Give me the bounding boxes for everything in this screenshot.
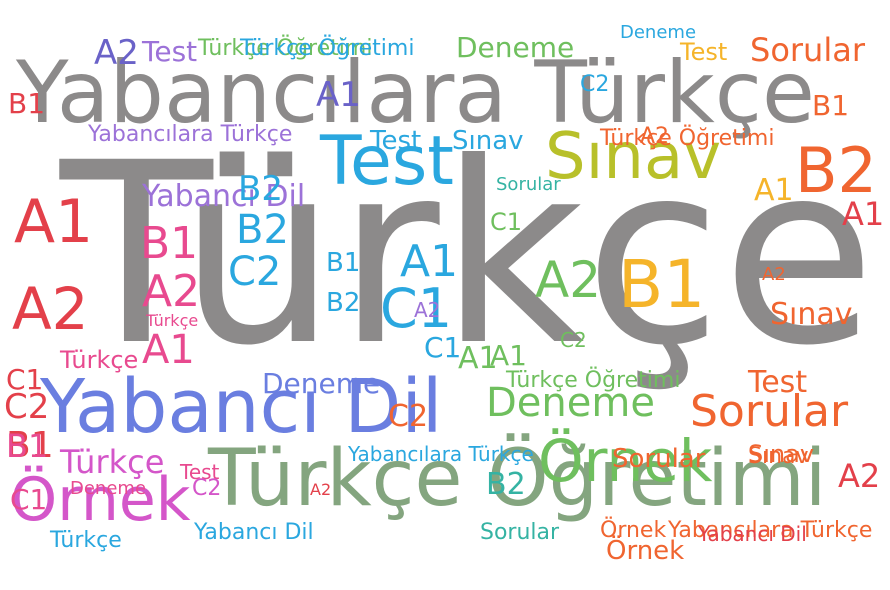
cloud-word: A2	[310, 480, 332, 499]
cloud-word: Sorular	[690, 386, 849, 437]
cloud-word: Örnek	[10, 465, 191, 535]
cloud-word: Yabancı Dil	[698, 522, 807, 546]
cloud-word: Sınav	[452, 126, 524, 156]
cloud-word: C2	[560, 328, 587, 352]
cloud-word: B1	[6, 425, 54, 466]
cloud-word: B2	[238, 169, 283, 209]
cloud-word: B1	[140, 218, 199, 269]
cloud-word: C2	[388, 399, 429, 434]
cloud-word: Deneme	[70, 478, 147, 499]
cloud-word: Türkçe	[146, 311, 199, 330]
cloud-word: Türkçe Öğretimi	[208, 434, 827, 524]
cloud-word: Sınav	[748, 440, 815, 468]
cloud-word: Türkçe	[50, 528, 122, 553]
cloud-word: Yabancılara Türkçe	[348, 442, 534, 466]
cloud-word: A2	[142, 266, 201, 317]
cloud-word: Yabancılara Türkçe	[88, 122, 293, 147]
cloud-word: C2	[228, 249, 282, 295]
cloud-word: C2	[580, 72, 610, 97]
cloud-word: Sınav	[545, 120, 722, 194]
cloud-word: Türkçe Öğretimi	[198, 36, 373, 61]
cloud-word: A1	[842, 195, 885, 233]
cloud-word: Test	[320, 122, 454, 201]
cloud-word: Sınav	[748, 444, 809, 469]
cloud-word: C2	[192, 476, 222, 501]
cloud-word: Türkçe Öğretimi	[506, 368, 681, 393]
cloud-word: A2	[12, 275, 89, 343]
cloud-word: Yabancı Dil	[40, 364, 443, 450]
cloud-word: A1	[316, 75, 361, 115]
cloud-word: C1	[10, 483, 48, 516]
cloud-word: Test	[142, 35, 198, 68]
cloud-word: Deneme	[486, 380, 655, 426]
cloud-word: A1	[14, 187, 94, 257]
cloud-word: Yabancılara Türkçe	[668, 518, 873, 543]
cloud-word: Türkçe Öğretimi	[240, 36, 415, 61]
cloud-word: Yabancılara Türkçe	[16, 43, 815, 143]
cloud-word: A1	[400, 236, 459, 287]
cloud-word: Yabancı Dil	[142, 179, 306, 214]
cloud-word: B1	[6, 427, 49, 465]
cloud-word: B2	[326, 288, 361, 318]
cloud-word: A2	[535, 251, 602, 309]
cloud-word: A1	[142, 327, 195, 373]
cloud-word: C1	[6, 363, 44, 396]
cloud-word: Türkçe Öğretimi	[600, 126, 775, 151]
cloud-word: A1	[490, 339, 527, 372]
cloud-word: Türkçe	[60, 346, 139, 374]
cloud-word: Sorular	[612, 444, 706, 474]
cloud-word: A2	[94, 33, 139, 73]
cloud-word: Deneme	[620, 22, 697, 43]
cloud-word: A2	[762, 264, 786, 285]
cloud-word: B2	[236, 207, 289, 253]
cloud-word: B1	[326, 248, 361, 278]
cloud-word: Test	[680, 38, 728, 66]
cloud-word: B2	[795, 134, 877, 207]
cloud-word: A2	[838, 457, 881, 495]
cloud-word: Sınav	[770, 297, 853, 332]
cloud-word: A2	[414, 298, 441, 322]
cloud-word: Türkçe	[60, 443, 165, 481]
cloud-word: A1	[754, 173, 794, 208]
cloud-word: Örnek	[600, 518, 667, 543]
cloud-word: Deneme	[262, 367, 381, 400]
cloud-word: Sorular	[480, 520, 560, 545]
cloud-word: Örnek	[606, 536, 685, 566]
cloud-word: A2	[640, 124, 670, 149]
cloud-word: C1	[424, 331, 462, 364]
cloud-word: Örnek	[538, 427, 713, 495]
cloud-word: B1	[618, 246, 706, 323]
cloud-word: C1	[490, 208, 523, 236]
cloud-word: Test	[748, 365, 808, 400]
cloud-word: Test	[180, 460, 220, 484]
cloud-word: Sorular	[496, 174, 561, 195]
cloud-word: Yabancı Dil	[194, 520, 314, 545]
cloud-word: Sorular	[750, 31, 865, 69]
cloud-word: Deneme	[456, 31, 575, 64]
cloud-word: Türkçe	[60, 109, 876, 400]
cloud-word: Test	[370, 126, 422, 156]
cloud-word: B2	[486, 467, 526, 502]
cloud-word: C2	[4, 387, 50, 427]
cloud-word: B1	[8, 87, 46, 120]
cloud-word: A1	[458, 341, 498, 376]
cloud-word: B1	[812, 89, 850, 122]
cloud-word: C1	[380, 277, 453, 340]
